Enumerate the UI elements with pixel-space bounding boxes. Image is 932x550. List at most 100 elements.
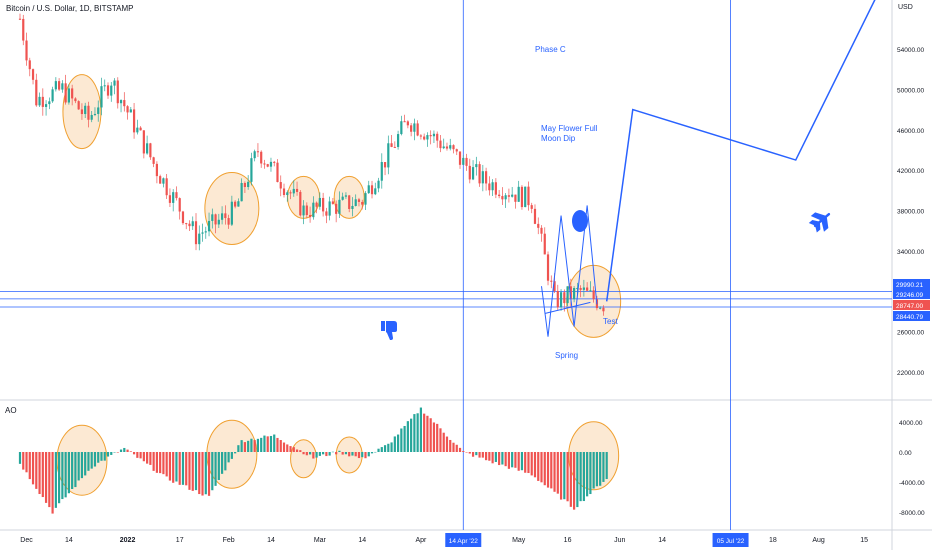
ao-bar	[387, 443, 390, 452]
candle-body	[445, 146, 449, 149]
price-label-box	[893, 289, 930, 299]
time-tick-label: 18	[769, 537, 777, 544]
ao-bar	[576, 452, 579, 508]
candle-body	[475, 164, 478, 168]
ao-bar	[87, 452, 90, 471]
candle-body	[546, 254, 550, 281]
candle-body	[602, 307, 605, 312]
candle-body	[67, 88, 70, 103]
ao-bar	[393, 436, 396, 452]
ao-bar	[299, 450, 302, 452]
ao-bar	[31, 452, 35, 485]
ao-bar	[97, 452, 100, 463]
ao-bar	[553, 452, 556, 492]
candle-body	[201, 232, 204, 234]
candle-body	[175, 192, 178, 199]
ao-bar	[478, 452, 481, 458]
ao-bar	[230, 452, 233, 459]
ao-bar	[507, 452, 511, 469]
candle-body	[364, 193, 367, 205]
ao-bar	[191, 452, 194, 491]
ao-bar	[77, 452, 80, 481]
ao-bar	[142, 452, 145, 462]
ao-bar	[432, 422, 436, 452]
candle-body	[322, 197, 325, 212]
ao-bar	[367, 452, 370, 457]
ao-bar	[322, 452, 325, 455]
price-panel-bg	[0, 0, 892, 400]
candle-body	[282, 188, 286, 196]
time-tick-label: May	[512, 537, 526, 544]
ao-bar	[455, 444, 458, 452]
ao-bar	[234, 452, 237, 454]
candle-body	[295, 188, 299, 192]
ao-bar	[494, 452, 497, 462]
price-tick-label: 54000.00	[897, 47, 924, 54]
ao-bar	[380, 447, 383, 452]
ao-bar	[488, 452, 491, 461]
candle-body	[468, 165, 471, 180]
candle-body	[553, 281, 556, 291]
candle-body	[269, 161, 273, 167]
ao-bar	[550, 452, 553, 489]
ao-bar	[315, 452, 318, 458]
candle-body	[511, 194, 514, 197]
price-label-text: 29990.21	[896, 282, 923, 289]
ao-bar	[38, 452, 41, 495]
ao-bar	[282, 442, 286, 452]
ao-bar	[100, 452, 103, 461]
candle-body	[338, 199, 341, 214]
time-tick-label: 14	[658, 537, 666, 544]
candle-body	[28, 60, 31, 70]
candle-body	[61, 83, 64, 90]
candle-body	[540, 227, 543, 234]
ao-bar	[93, 452, 97, 467]
ao-bar	[113, 452, 116, 453]
price-label-text: 28747.00	[896, 303, 923, 310]
ao-bar	[563, 452, 566, 500]
ao-bar	[586, 452, 589, 497]
candle-body	[308, 215, 312, 218]
price-axis-ticks: 54000.00 50000.00 46000.00 42000.00 38000.00…	[897, 47, 924, 377]
ao-bar	[175, 452, 178, 482]
candle-body	[207, 220, 211, 232]
candle-body	[387, 143, 390, 168]
ao-bar	[364, 452, 367, 459]
candle-body	[38, 96, 41, 106]
time-marker-box	[445, 533, 482, 547]
ao-bar	[194, 452, 198, 491]
candle-body	[361, 201, 364, 205]
candlestick-series	[18, 13, 605, 316]
ao-bar	[152, 452, 155, 471]
ao-bar	[58, 452, 61, 504]
ao-bar	[35, 452, 38, 489]
ao-bar	[240, 440, 243, 452]
candle-body	[299, 191, 302, 216]
candle-body	[243, 182, 246, 188]
candle-body	[136, 127, 139, 133]
candle-body	[328, 201, 331, 216]
price-label-box	[893, 311, 930, 321]
ao-bar	[165, 452, 168, 477]
candle-body	[250, 158, 253, 182]
candle-body	[449, 145, 452, 149]
ao-bar	[41, 452, 44, 498]
ao-bar	[302, 452, 305, 455]
candle-body	[93, 113, 97, 115]
time-marker-box	[712, 533, 749, 547]
candle-body	[276, 162, 279, 183]
candle-body	[514, 194, 517, 202]
candle-body	[54, 81, 57, 90]
candle-body	[383, 162, 387, 168]
candle-body	[488, 183, 491, 191]
candle-body	[260, 151, 263, 164]
candle-body	[168, 195, 172, 203]
candle-body	[263, 163, 266, 165]
candle-body	[155, 163, 158, 177]
candle-body	[520, 186, 524, 208]
ao-bar	[110, 452, 113, 455]
candle-body	[181, 211, 185, 224]
thumbs-down-icon	[381, 321, 397, 340]
candle-body	[97, 107, 100, 114]
